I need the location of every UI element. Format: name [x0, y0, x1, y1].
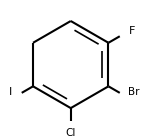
Text: Br: Br — [128, 87, 139, 97]
Text: F: F — [129, 26, 135, 36]
Text: Cl: Cl — [66, 128, 76, 138]
Text: I: I — [9, 87, 12, 97]
